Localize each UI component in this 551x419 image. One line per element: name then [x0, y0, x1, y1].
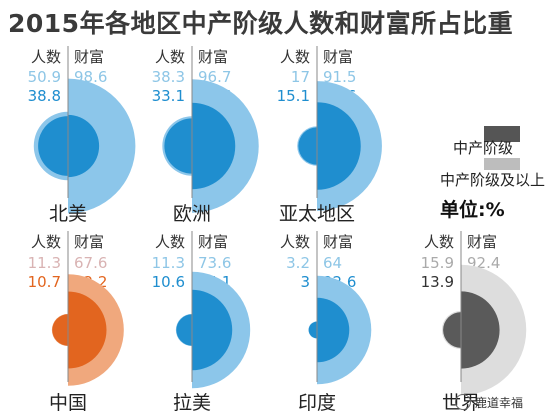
wechat-icon	[455, 394, 471, 410]
header-people: 人数	[155, 233, 185, 251]
value-middle-people: 15.1	[277, 87, 310, 105]
header-wealth: 财富	[198, 233, 228, 251]
region-label: 印度	[298, 392, 336, 414]
wealth-middle-mark	[68, 114, 100, 178]
header-people: 人数	[280, 233, 310, 251]
header-people: 人数	[280, 48, 310, 66]
unit-label: 单位:%	[440, 198, 505, 221]
watermark-text: 鹿道幸福	[475, 396, 524, 410]
people-middle-mark	[443, 312, 461, 348]
legend-label-middle-class: 中产阶级	[453, 139, 513, 157]
value-above-wealth: 67.6	[74, 254, 107, 272]
wealth-middle-mark	[317, 297, 350, 363]
header-wealth: 财富	[323, 233, 353, 251]
region-label: 中国	[49, 392, 87, 414]
value-above-wealth: 91.5	[323, 68, 356, 86]
value-above-people: 3.2	[286, 254, 310, 272]
value-above-people: 17	[291, 68, 310, 86]
value-above-people: 11.3	[152, 254, 185, 272]
value-above-people: 15.9	[421, 254, 454, 272]
header-people: 人数	[31, 48, 61, 66]
region-label: 亚太地区	[279, 203, 355, 225]
wealth-middle-mark	[317, 102, 361, 190]
value-middle-people: 38.8	[28, 87, 61, 105]
watermark: 鹿道幸福	[455, 394, 523, 411]
value-above-people: 50.9	[28, 68, 61, 86]
value-middle-people: 13.9	[421, 273, 454, 291]
people-middle-mark	[52, 314, 68, 346]
people-middle-mark	[164, 118, 192, 174]
wealth-middle-mark	[192, 102, 236, 190]
value-middle-people: 10.7	[28, 273, 61, 291]
legend-swatch-middle-class	[484, 126, 520, 142]
wealth-middle-mark	[68, 291, 107, 369]
people-middle-mark	[298, 127, 317, 165]
header-wealth: 财富	[74, 48, 104, 66]
legend-label-middle-class-and-above: 中产阶级及以上	[440, 171, 545, 189]
people-middle-mark	[308, 321, 317, 339]
value-above-wealth: 73.6	[198, 254, 231, 272]
value-above-people: 11.3	[28, 254, 61, 272]
value-middle-people: 33.1	[152, 87, 185, 105]
people-middle-mark	[176, 314, 192, 346]
legend: 中产阶级 中产阶级及以上 单位:%	[440, 126, 545, 221]
wealth-middle-mark	[192, 289, 233, 371]
value-above-people: 38.3	[152, 68, 185, 86]
region-label: 北美	[49, 203, 87, 225]
wealth-middle-mark	[461, 291, 500, 369]
legend-swatch-middle-class-and-above	[484, 158, 520, 170]
header-wealth: 财富	[74, 233, 104, 251]
value-middle-people: 10.6	[152, 273, 185, 291]
region-label: 欧洲	[173, 203, 211, 225]
region-label: 拉美	[173, 392, 211, 414]
people-middle-mark	[38, 116, 68, 176]
wealth-above-mark	[68, 78, 136, 214]
header-wealth: 财富	[323, 48, 353, 66]
header-people: 人数	[155, 48, 185, 66]
header-wealth: 财富	[198, 48, 228, 66]
header-people: 人数	[424, 233, 454, 251]
header-people: 人数	[31, 233, 61, 251]
chart-title: 2015年各地区中产阶级人数和财富所占比重	[8, 9, 514, 38]
value-middle-people: 3	[300, 273, 310, 291]
value-above-wealth: 64	[323, 254, 342, 272]
header-wealth: 财富	[467, 233, 497, 251]
